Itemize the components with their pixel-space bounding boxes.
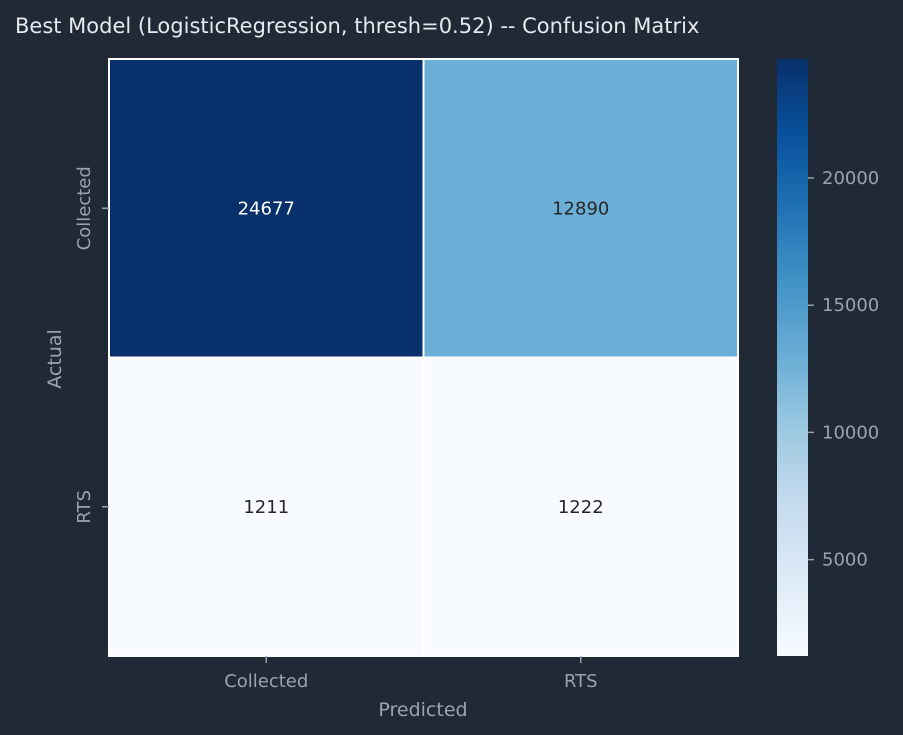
heatmap-cells: [108, 58, 739, 657]
heatmap-cell: [422, 58, 739, 359]
heatmap-cell: [108, 356, 425, 657]
cell-value-label: 24677: [238, 198, 295, 219]
x-axis: Collected RTS: [224, 656, 598, 692]
colorbar-tick-label: 15000: [822, 295, 879, 316]
y-axis: Collected RTS: [74, 166, 109, 524]
y-tick-label: Collected: [74, 166, 95, 250]
colorbar-ticks: 5000 10000 15000 20000: [808, 168, 879, 571]
heatmap-cell: [422, 356, 739, 657]
heatmap-cell: [108, 58, 425, 359]
colorbar: [777, 59, 808, 656]
colorbar-tick-label: 5000: [822, 550, 868, 571]
x-tick-label: Collected: [224, 671, 308, 692]
x-axis-label: Predicted: [378, 699, 467, 721]
y-axis-label: Actual: [44, 329, 66, 389]
cell-value-label: 1211: [243, 497, 289, 518]
y-tick-label: RTS: [74, 490, 95, 524]
colorbar-tick-label: 10000: [822, 422, 879, 443]
colorbar-tick-label: 20000: [822, 168, 879, 189]
x-tick-label: RTS: [564, 671, 598, 692]
heatmap-cell-labels: 24677 12890 1211 1222: [238, 198, 610, 518]
cell-value-label: 12890: [552, 198, 609, 219]
chart-title: Best Model (LogisticRegression, thresh=0…: [15, 14, 699, 38]
cell-value-label: 1222: [558, 497, 604, 518]
